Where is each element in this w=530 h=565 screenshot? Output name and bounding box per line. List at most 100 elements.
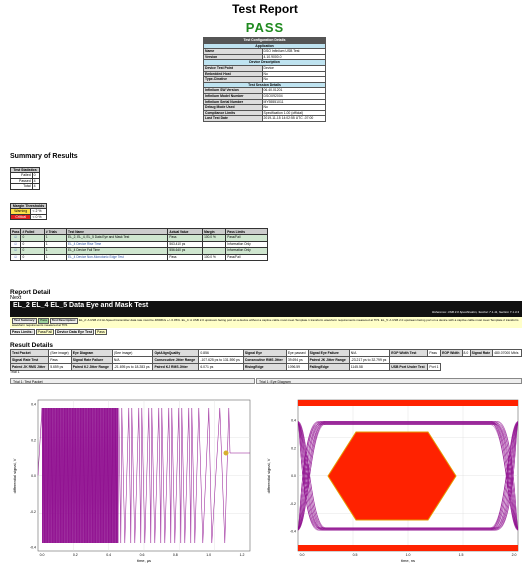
overall-status: PASS xyxy=(245,20,285,35)
measurement-value: -21.695 ps to 18.283 ps xyxy=(111,363,154,371)
plot1-xtick: 0.2 xyxy=(73,553,78,557)
upper-limit-region xyxy=(298,400,518,406)
measurement-value: 39.694 ps xyxy=(285,356,309,364)
measurement-name: EOP Width Test xyxy=(389,349,429,357)
results-cell: Pass xyxy=(167,253,204,261)
plot1-xtick: 0.4 xyxy=(106,553,111,557)
plot1-xtick: 0.0 xyxy=(40,553,45,557)
plot2-xtick: 1.5 xyxy=(459,553,464,557)
measurement-value: Port 1 xyxy=(427,363,442,371)
plot1-ytick: 0.2 xyxy=(31,438,36,442)
config-value: MY55551011 xyxy=(261,98,327,106)
eye-trace xyxy=(297,421,519,528)
plot2-ylabel: differential signal, V xyxy=(266,458,271,493)
plot1-xtick: 0.6 xyxy=(140,553,145,557)
next-link[interactable]: Next xyxy=(10,295,22,301)
measurement-row: Test Packet (See image) Eye Diagram (See im… xyxy=(9,349,522,357)
plot2-xlabel: time, ns xyxy=(401,558,415,563)
test-statistics-table: Test Statistics Failed 0 Passed 4 Total 4 xyxy=(10,166,41,190)
margin-header: Margin Thresholds xyxy=(10,202,47,210)
plot1-ytick: -0.4 xyxy=(30,546,36,550)
plot1-xtick: 1.0 xyxy=(206,553,211,557)
stats-header: Test Statistics xyxy=(10,166,40,174)
plot2-ytick: 0.2 xyxy=(291,446,296,450)
plot1-ylabel: differential signal, V xyxy=(12,458,17,493)
results-cell: 1 xyxy=(43,253,68,261)
stat-label: Total xyxy=(10,183,33,190)
measurement-row: Signal Rate Test Pass Signal Rate Failure N… xyxy=(9,356,522,364)
measurement-value: -23.217 ps to 32.799 ps xyxy=(348,356,391,364)
measurement-value: Pass xyxy=(48,356,72,364)
eye-trace xyxy=(297,423,519,530)
plot1-xtick: 0.8 xyxy=(173,553,178,557)
config-value: 2019-11-15 14:02:55 UTC -07:00 xyxy=(261,115,327,122)
eye-trace xyxy=(297,422,519,529)
measurement-name: Paired JK Jitter Range xyxy=(307,356,350,364)
plot2-xtick: 2.0 xyxy=(512,553,517,557)
measurement-name: USB Port Under Test xyxy=(389,363,429,371)
plot1-xlabel: time, µs xyxy=(137,558,151,563)
margin-critical-label: Critical xyxy=(9,213,32,221)
plot2-ytick: 0.0 xyxy=(291,474,296,478)
summary-heading: Summary of Results xyxy=(10,153,78,160)
results-column-header: # Failed xyxy=(20,228,45,235)
measurement-value: N/A xyxy=(111,356,154,364)
test-reference: Reference: USB 3.0 Specification, Sectio… xyxy=(432,310,519,314)
measurement-name: EOP Width xyxy=(440,349,463,357)
measurement-value: 1145.58 xyxy=(348,363,391,371)
dense-packet-region xyxy=(42,408,118,543)
eye-trace xyxy=(297,424,519,531)
results-column-header: Margin xyxy=(202,228,227,235)
config-value: Device xyxy=(261,65,327,72)
plot2-label: Trial 1: Eye Diagram xyxy=(256,378,522,384)
measurements-table: Test Packet (See image) Eye Diagram (See im… xyxy=(9,349,522,371)
test-name-link[interactable]: EL_4 Device Non-Monotonic Edge Test xyxy=(66,253,169,261)
eye-diagram-plot: 0.4 0.2 0.0 -0.2 -0.4 0.0 0.5 1.0 1.5 2.0 differ… xyxy=(266,399,519,563)
test-title-bar: EL_2 EL_4 EL_5 Data Eye and Mask Test Re… xyxy=(10,301,522,317)
eye-mask xyxy=(327,431,457,521)
plot1-xtick: 1.2 xyxy=(240,553,245,557)
eye-trace xyxy=(297,421,519,528)
measurement-name: Signal Rate Failure xyxy=(70,356,113,364)
stat-value: 4 xyxy=(31,183,41,190)
config-table: Test Configuration Details Application Nam… xyxy=(203,37,327,122)
results-cell: 0 xyxy=(20,253,45,261)
results-cell: Pass/Fail xyxy=(225,253,268,261)
margin-thresholds-table: Margin Thresholds Warning < 2 % Critical <… xyxy=(9,202,47,221)
plot1-ytick: 0.4 xyxy=(31,403,36,407)
config-value: Specification 1.00 (official) xyxy=(261,109,327,117)
results-table: Pass # Failed # Trials Test Name Actual Valu… xyxy=(9,228,268,261)
eye-trace xyxy=(297,423,519,530)
measurement-name: Signal Rate xyxy=(469,349,494,357)
measurement-value: Pass xyxy=(427,349,442,357)
result-details-heading: Result Details xyxy=(10,342,53,349)
measurement-value: 8.0 xyxy=(461,349,471,357)
description-text: EL_2: A USB 2.0 Hi-Speed transmitter dat… xyxy=(12,318,519,327)
plot1-ytick: -0.2 xyxy=(30,510,36,514)
trial-label: Trial 1 xyxy=(10,370,20,374)
eye-trace xyxy=(297,422,519,529)
results-row: ☑ 0 1 EL_4 Device Fall Time 556.640 ps Inform… xyxy=(9,247,268,255)
measurement-name: Test Packet xyxy=(9,349,50,357)
trigger-marker xyxy=(223,450,229,456)
measurement-name: Signal Rate Test xyxy=(9,356,50,364)
plot2-ytick: -0.2 xyxy=(290,502,296,506)
measurement-value: 1096.59 xyxy=(285,363,309,371)
measurement-value: (See image) xyxy=(48,349,72,357)
eye-trace xyxy=(297,422,519,529)
eye-test-label: Device Data Eye Test xyxy=(55,329,94,335)
results-column-header: Pass xyxy=(9,228,22,235)
config-value: No xyxy=(261,76,327,83)
plot2-ytick: -0.4 xyxy=(290,530,296,534)
lower-limit-region xyxy=(298,545,518,551)
plot2-xtick: 0.5 xyxy=(353,553,358,557)
test-packet-plot: 0.40.20.0-0.2-0.4 0.0 0.2 0.4 0.6 0.8 1.0 1.2 … xyxy=(12,399,251,563)
plot1-label: Trial 1: Test Packet xyxy=(10,378,255,384)
limits-bar: Pass Limits: Pass/Fail Device Data Eye T… xyxy=(10,329,107,335)
measurement-value: N/A xyxy=(348,349,391,357)
measurement-name: FallingEdge xyxy=(307,363,350,371)
pass-limits-value: Pass/Fail xyxy=(35,329,55,335)
config-value: No xyxy=(261,104,327,111)
pass-check-icon: ☑ xyxy=(9,253,22,261)
report-title: Test Report xyxy=(232,2,298,16)
